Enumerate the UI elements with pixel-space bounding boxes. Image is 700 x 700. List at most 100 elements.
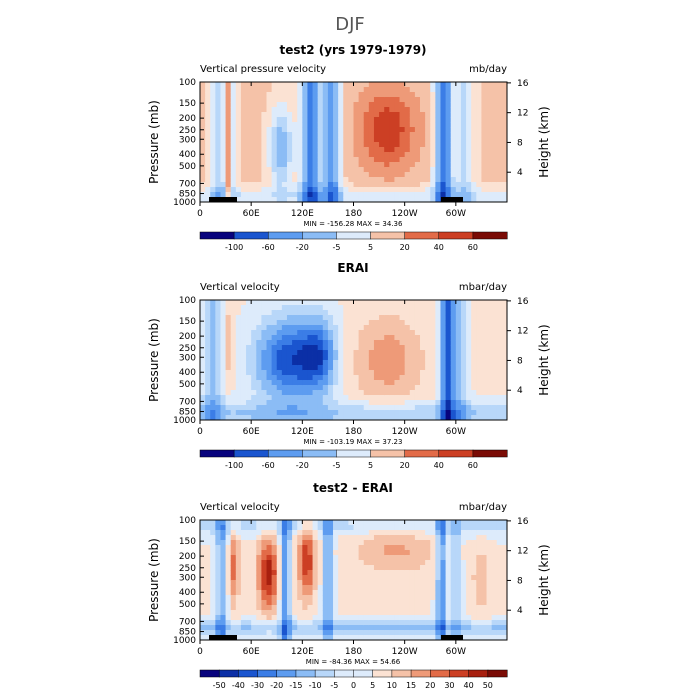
heatmap-cell <box>501 625 508 631</box>
heatmap-cell <box>281 605 288 611</box>
height-tick-label: 16 <box>517 297 529 307</box>
heatmap-cell <box>276 335 283 341</box>
heatmap-cell <box>414 560 421 566</box>
heatmap-cell <box>317 585 324 591</box>
heatmap-cell <box>297 330 303 336</box>
heatmap-cell <box>445 305 452 311</box>
heatmap-cell <box>420 575 426 581</box>
heatmap-cell <box>389 102 395 108</box>
heatmap-cell <box>230 605 237 611</box>
heatmap-cell <box>368 410 375 416</box>
heatmap-cell <box>363 167 370 173</box>
heatmap-cell <box>307 122 313 128</box>
heatmap-cell <box>215 137 221 143</box>
heatmap-cell <box>307 590 313 596</box>
heatmap-cell <box>460 345 467 351</box>
heatmap-cell <box>210 520 216 526</box>
heatmap-cell <box>404 410 411 416</box>
heatmap-cell <box>420 197 426 203</box>
heatmap-cell <box>420 102 426 108</box>
heatmap-cell <box>399 540 406 546</box>
heatmap-cell <box>476 370 482 376</box>
heatmap-cell <box>450 400 457 406</box>
heatmap-cell <box>476 310 482 316</box>
heatmap-cell <box>256 605 262 611</box>
heatmap-cell <box>471 117 477 123</box>
heatmap-cell <box>425 605 431 611</box>
heatmap-cell <box>307 595 313 601</box>
heatmap-cell <box>240 405 247 411</box>
heatmap-cell <box>373 142 380 148</box>
heatmap-cell <box>455 137 462 143</box>
heatmap-cell <box>215 87 221 93</box>
heatmap-cell <box>476 385 482 391</box>
heatmap-cell <box>302 570 308 576</box>
heatmap-cell <box>501 197 508 203</box>
heatmap-cell <box>409 320 416 326</box>
heatmap-cell <box>292 560 298 566</box>
heatmap-cell <box>343 177 349 183</box>
heatmap-cell <box>210 300 216 306</box>
heatmap-cell <box>286 152 293 158</box>
heatmap-cell <box>235 162 242 168</box>
heatmap-cell <box>240 122 247 128</box>
height-tick-label: 8 <box>517 576 523 586</box>
heatmap-cell <box>430 117 436 123</box>
heatmap-cell <box>235 590 242 596</box>
heatmap-cell <box>297 360 303 366</box>
heatmap-cell <box>399 535 406 541</box>
heatmap-cell <box>230 147 237 153</box>
heatmap-cell <box>445 600 452 606</box>
heatmap-cell <box>297 385 303 391</box>
heatmap-cell <box>466 560 472 566</box>
heatmap-cell <box>496 560 503 566</box>
heatmap-cell <box>317 545 324 551</box>
heatmap-cell <box>373 415 380 421</box>
heatmap-cell <box>476 605 482 611</box>
heatmap-cell <box>394 400 400 406</box>
heatmap-cell <box>358 355 365 361</box>
heatmap-cell <box>297 605 303 611</box>
heatmap-cell <box>307 615 313 621</box>
heatmap-cell <box>358 365 365 371</box>
heatmap-cell <box>276 555 283 561</box>
heatmap-cell <box>215 177 221 183</box>
heatmap-cell <box>455 605 462 611</box>
heatmap-cell <box>266 162 273 168</box>
heatmap-cell <box>440 590 446 596</box>
heatmap-cell <box>205 97 211 103</box>
heatmap-cell <box>230 380 237 386</box>
heatmap-cell <box>343 380 349 386</box>
heatmap-cell <box>363 375 370 381</box>
heatmap-cell <box>276 300 283 306</box>
heatmap-cell <box>307 192 313 198</box>
heatmap-cell <box>471 340 477 346</box>
heatmap-cell <box>501 350 508 356</box>
heatmap-cell <box>476 620 482 626</box>
heatmap-cell <box>210 410 216 416</box>
heatmap-cell <box>292 615 298 621</box>
heatmap-cell <box>425 550 431 556</box>
heatmap-cell <box>200 415 206 421</box>
heatmap-cell <box>394 335 400 341</box>
heatmap-cell <box>430 385 436 391</box>
heatmap-cell <box>251 590 257 596</box>
heatmap-cell <box>471 570 477 576</box>
heatmap-cell <box>368 595 375 601</box>
heatmap-cell <box>353 400 360 406</box>
heatmap-cell <box>481 630 487 636</box>
heatmap-cell <box>327 82 334 88</box>
heatmap-cell <box>246 82 252 88</box>
heatmap-cell <box>261 127 267 133</box>
heatmap-cell <box>420 172 426 178</box>
heatmap-cell <box>435 630 441 636</box>
heatmap-cell <box>491 410 498 416</box>
heatmap-cell <box>307 152 313 158</box>
heatmap-cell <box>435 340 441 346</box>
heatmap-cell <box>435 147 441 153</box>
heatmap-cell <box>292 300 298 306</box>
heatmap-cell <box>491 157 498 163</box>
heatmap-cell <box>348 310 354 316</box>
heatmap-cell <box>368 335 375 341</box>
heatmap-cell <box>343 300 349 306</box>
